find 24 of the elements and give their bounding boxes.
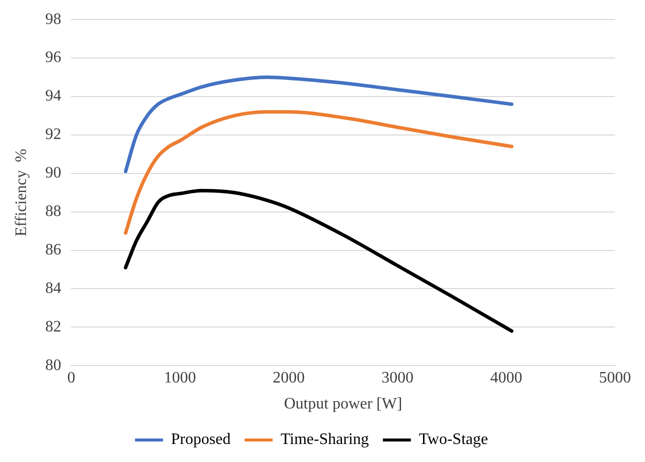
x-tick-label: 4000 — [490, 369, 522, 386]
y-tick-label: 90 — [45, 164, 62, 182]
y-tick-label: 96 — [45, 49, 62, 66]
legend-label: Time-Sharing — [280, 431, 369, 448]
y-tick-label: 92 — [45, 126, 62, 144]
y-tick-label: 80 — [45, 356, 62, 374]
x-tick-label: 0 — [67, 369, 76, 386]
line-series — [124, 76, 514, 174]
y-tick-label: 94 — [45, 88, 62, 105]
legend-label: Proposed — [171, 431, 231, 448]
x-tick-label: 2000 — [272, 369, 305, 386]
y-tick-label: 86 — [45, 241, 62, 258]
legend-label: Two-Stage — [418, 431, 488, 448]
line-series — [124, 110, 514, 235]
x-axis-title: Output power [W] — [284, 396, 402, 413]
y-axis-title: Efficiency % — [12, 148, 30, 236]
y-tick-label: 98 — [45, 10, 62, 28]
y-tick-label: 82 — [45, 318, 62, 336]
y-tick-label: 84 — [45, 280, 62, 297]
x-tick-label: 3000 — [381, 369, 414, 386]
x-tick-label: 1000 — [164, 369, 196, 386]
line-series — [124, 188, 514, 333]
y-tick-label: 88 — [45, 203, 62, 220]
x-tick-label: 5000 — [599, 369, 631, 386]
